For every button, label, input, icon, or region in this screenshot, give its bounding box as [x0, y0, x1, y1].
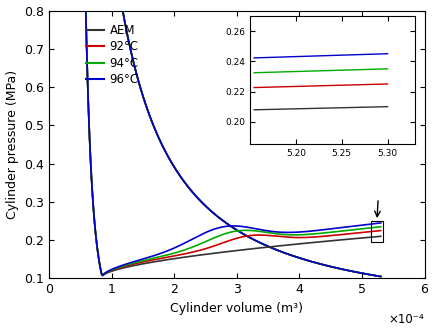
96°C: [378, 221, 383, 225]
94°C: [257, 229, 262, 233]
AEM: [332, 239, 337, 243]
AEM: [256, 246, 261, 250]
Line: AEM: AEM: [79, 0, 381, 276]
96°C: [100, 273, 105, 277]
94°C: [378, 225, 383, 229]
92°C: [332, 233, 337, 237]
92°C: [351, 231, 356, 235]
Y-axis label: Cylinder pressure (MPa): Cylinder pressure (MPa): [6, 70, 19, 219]
94°C: [351, 228, 356, 232]
96°C: [257, 227, 262, 231]
AEM: [257, 246, 262, 250]
AEM: [351, 237, 356, 241]
92°C: [256, 233, 261, 237]
96°C: [351, 224, 356, 228]
94°C: [332, 230, 337, 234]
96°C: [256, 227, 261, 231]
Bar: [372, 221, 383, 242]
94°C: [100, 274, 105, 278]
94°C: [262, 230, 267, 234]
X-axis label: Cylinder volume (m³): Cylinder volume (m³): [170, 302, 303, 315]
Legend: AEM, 92°C, 94°C, 96°C: AEM, 92°C, 94°C, 96°C: [81, 19, 143, 91]
AEM: [378, 234, 383, 238]
Text: ×10⁻⁴: ×10⁻⁴: [389, 313, 424, 326]
Line: 96°C: 96°C: [79, 0, 381, 275]
94°C: [256, 229, 261, 233]
92°C: [378, 229, 383, 233]
Line: 94°C: 94°C: [79, 0, 381, 276]
96°C: [262, 228, 267, 232]
96°C: [332, 226, 337, 230]
Line: 92°C: 92°C: [79, 0, 381, 276]
92°C: [257, 233, 262, 237]
92°C: [100, 274, 105, 278]
AEM: [100, 274, 105, 278]
AEM: [262, 246, 267, 249]
92°C: [262, 233, 267, 237]
